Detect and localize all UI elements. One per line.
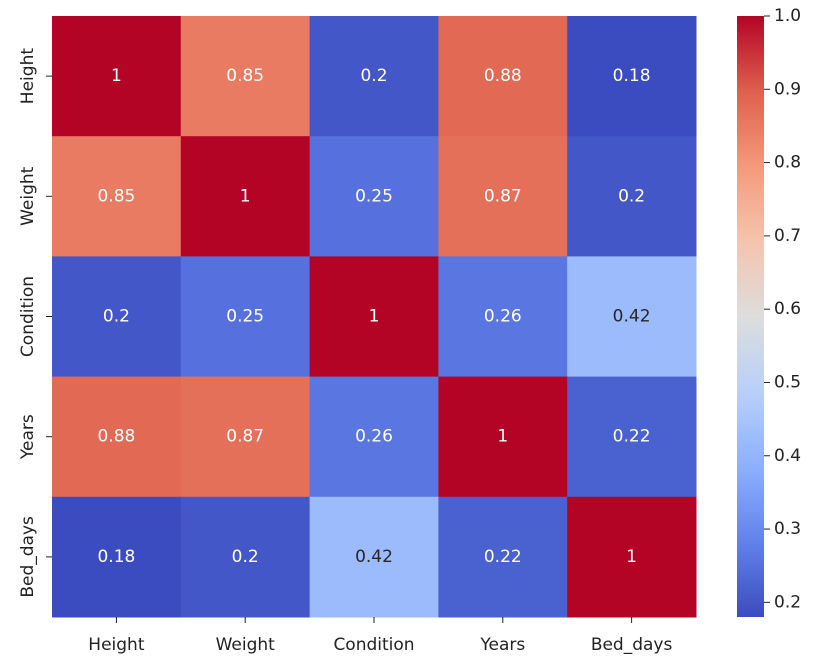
cell-label: 1 [240, 186, 251, 206]
y-tick-label: Condition [18, 276, 38, 357]
cell-label: 0.42 [613, 307, 651, 327]
cell-label: 0.88 [97, 427, 135, 447]
heatmap-cell [52, 496, 182, 618]
colorbar-tick-label: 0.2 [774, 592, 801, 612]
cell-label: 0.88 [484, 66, 522, 86]
y-tick-label: Height [18, 48, 38, 105]
heatmap-cell [567, 376, 697, 498]
cell-label: 0.26 [484, 307, 522, 327]
heatmap-cell [180, 376, 311, 498]
cell-label: 1 [369, 307, 380, 327]
cell-label: 1 [111, 66, 122, 86]
heatmap-cell [52, 136, 182, 257]
cell-label: 0.87 [484, 186, 522, 206]
x-tick-label: Bed_days [591, 635, 673, 655]
x-tick-label: Condition [333, 635, 414, 655]
colorbar-tick-label: 0.6 [774, 299, 801, 319]
cell-label: 0.25 [355, 186, 393, 206]
heatmap-cell [309, 136, 439, 257]
cell-label: 0.2 [618, 186, 645, 206]
heatmap-cell [438, 256, 568, 378]
heatmap-cell [180, 256, 311, 378]
cell-label: 0.25 [226, 307, 264, 327]
colorbar-tick-label: 0.8 [774, 153, 801, 173]
y-tick-label: Years [18, 414, 38, 460]
cell-label: 0.18 [97, 547, 135, 567]
colorbar-tick-label: 0.9 [774, 79, 801, 99]
heatmap-cell [438, 16, 568, 137]
y-tick-label: Weight [18, 166, 38, 226]
x-tick-label: Weight [216, 635, 276, 655]
heatmap-cell [438, 496, 568, 618]
x-tick-label: Years [479, 635, 525, 655]
heatmap-cell [309, 256, 439, 378]
heatmap-cell [567, 496, 697, 618]
colorbar-tick-label: 0.4 [774, 446, 801, 466]
colorbar [737, 16, 764, 617]
heatmap-cell [180, 136, 311, 257]
heatmap-cell [567, 256, 697, 378]
cell-label: 0.85 [97, 186, 135, 206]
cell-label: 1 [626, 547, 637, 567]
heatmap-cell [309, 16, 439, 137]
cell-label: 1 [497, 427, 508, 447]
colorbar-tick-label: 0.7 [774, 226, 801, 246]
heatmap-cell [309, 496, 439, 618]
heatmap-cell [309, 376, 439, 498]
cell-label: 0.22 [484, 547, 522, 567]
cell-label: 0.26 [355, 427, 393, 447]
x-tick-label: Height [88, 635, 145, 655]
colorbar-tick-label: 0.5 [774, 372, 801, 392]
colorbar-tick-label: 1.0 [774, 6, 801, 26]
cell-label: 0.42 [355, 547, 393, 567]
cell-label: 0.2 [232, 547, 259, 567]
heatmap-cell [567, 16, 697, 137]
heatmap-cell [52, 256, 182, 378]
cell-label: 0.18 [613, 66, 651, 86]
heatmap-cell [438, 376, 568, 498]
heatmap-cell [180, 496, 311, 618]
heatmap-cell [567, 136, 697, 257]
cell-label: 0.85 [226, 66, 264, 86]
heatmap-cell [180, 16, 311, 137]
colorbar-tick-label: 0.3 [774, 519, 801, 539]
cell-label: 0.87 [226, 427, 264, 447]
heatmap-cell [438, 136, 568, 257]
heatmap-cell [52, 376, 182, 498]
cell-label: 0.22 [613, 427, 651, 447]
cell-label: 0.2 [360, 66, 387, 86]
heatmap-cell [52, 16, 182, 137]
y-tick-label: Bed_days [18, 516, 38, 598]
cell-label: 0.2 [103, 307, 130, 327]
